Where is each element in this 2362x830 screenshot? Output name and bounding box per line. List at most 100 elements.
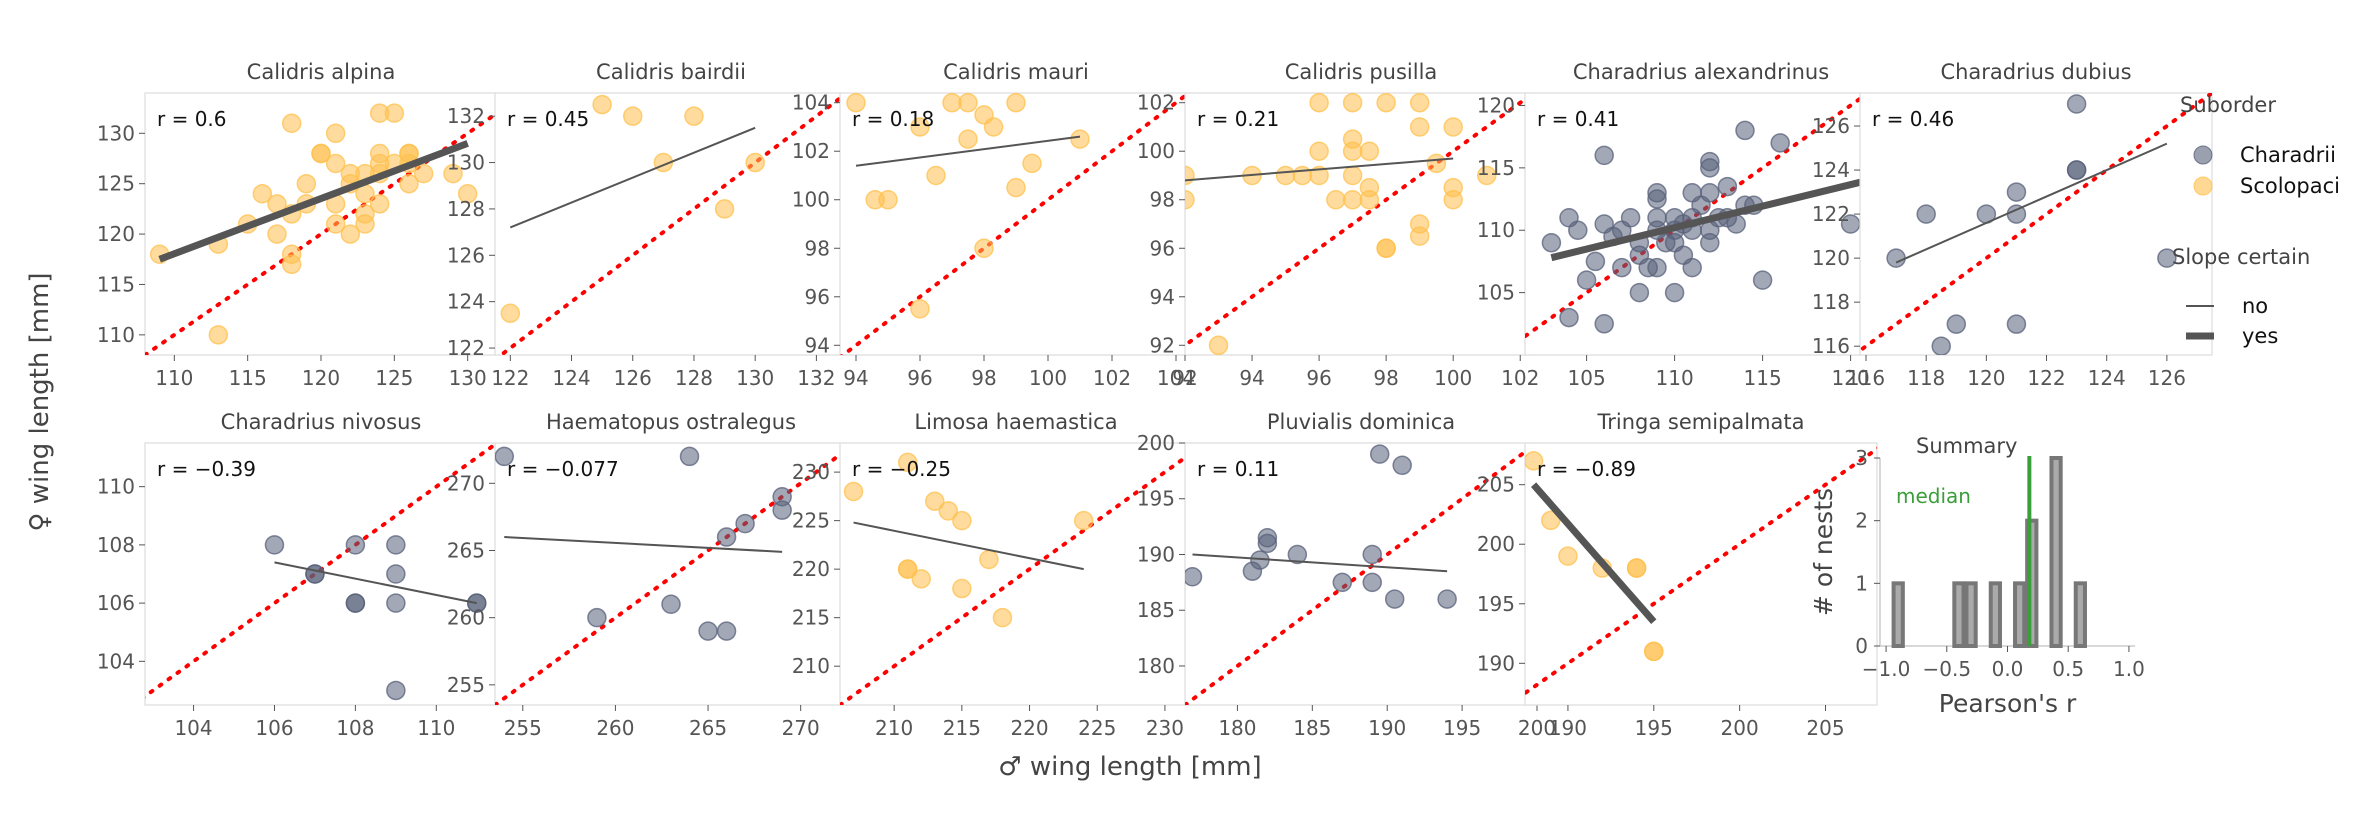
data-point [1946,314,1967,334]
data-point [1342,141,1363,161]
data-point [1409,93,1430,113]
panel-title: Pluvialis dominica [1267,410,1455,434]
x-tick-label: 215 [943,716,981,740]
panel-title: Charadrius dubius [1940,60,2131,84]
data-point [714,199,735,219]
data-point [355,214,375,234]
panel-calidris-bairdii: Calidris bairdii 122 124 126 128 130 132 122 124… [447,60,848,390]
y-tick-label: 124 [447,290,485,314]
y-tick-label: 190 [1477,651,1515,675]
y-tick-label: 260 [447,606,485,630]
x-tick-label: 125 [375,366,413,390]
data-point [264,535,285,555]
r-annotation: r = 0.41 [1537,107,1619,131]
y-tick-label: 0 [1855,634,1868,658]
data-point [878,189,898,210]
regression-line [274,561,477,605]
data-point [296,173,317,194]
panel-tringa-semipalmata: Tringa semipalmata 190 195 200 205 190 195 200 2… [1477,410,1878,740]
data-point [311,143,331,164]
x-tick-label: 104 [1157,366,1195,390]
data-point [1362,572,1382,593]
data-point [1362,544,1382,565]
identity-line [495,447,847,705]
identity-line [840,93,1192,355]
data-point [958,129,978,149]
data-point [952,578,972,599]
x-tick-label: 100 [1434,366,1472,390]
x-tick-label: 132 [797,366,835,390]
data-point [661,594,681,614]
r-annotation: r = 0.45 [507,107,589,131]
y-tick-label: 104 [97,649,135,673]
y-tick-label: 98 [805,236,830,260]
data-point [1647,189,1667,209]
legend-title-suborder: Suborder [2180,93,2276,117]
x-axis-label: ♂ wing length [mm] [998,752,1261,782]
x-tick-label: 190 [1368,716,1406,740]
x-tick-label: −1.0 [1862,657,1911,681]
y-tick-label: 190 [1137,542,1175,566]
data-point [2066,94,2087,114]
identity-line [840,450,1192,705]
x-tick-label: 0.0 [1992,657,2024,681]
x-tick-label: 180 [1218,716,1256,740]
y-tick-label: 200 [1477,532,1515,556]
data-point [457,184,478,204]
data-point [1735,120,1755,141]
r-annotation: r = −0.25 [852,457,951,481]
y-tick-label: 185 [1137,598,1175,622]
x-tick-label: 118 [1907,366,1945,390]
y-tick-label: 108 [97,533,135,557]
x-tick-label: 210 [875,716,913,740]
data-point [2006,314,2027,334]
y-tick-label: 130 [447,151,485,175]
x-tick-label: 96 [1306,366,1331,390]
data-point [345,535,366,555]
y-tick-label: 230 [792,460,830,484]
data-point [1576,270,1597,290]
data-point [1309,141,1329,161]
data-point [1700,158,1720,178]
data-point [1620,208,1641,228]
data-point [698,621,718,641]
x-tick-label: 104 [174,716,212,740]
data-point [1426,153,1447,174]
y-tick-label: 270 [447,471,485,495]
regression-line [1530,482,1657,624]
x-tick-label: 1.0 [2113,657,2145,681]
y-tick-label: 102 [1137,91,1175,115]
panel-title: Charadrius alexandrinus [1573,60,1829,84]
data-point [1287,544,1308,565]
data-point [911,569,931,589]
plot-area [1525,93,1872,339]
y-tick-label: 195 [1137,487,1175,511]
y-tick-label: 130 [97,121,135,145]
identity-line [145,443,497,699]
histogram-bar [2073,581,2087,648]
y-tick-label: 265 [447,538,485,562]
y-axis-label: ♀ wing length [mm] [25,272,55,531]
data-point [325,214,346,234]
y-tick-label: 1 [1855,571,1868,595]
histogram-bar [2013,581,2027,648]
y-tick-label: 92 [1150,333,1175,357]
identity-line [497,93,847,355]
data-point [1022,153,1042,174]
data-point [679,446,700,467]
r-annotation: r = 0.46 [1872,107,1954,131]
y-tick-label: 94 [1150,285,1175,309]
data-point [1409,117,1430,137]
data-point [1568,220,1588,240]
data-point [369,194,390,214]
data-point [1541,510,1561,531]
median-label: median [1896,484,1971,508]
y-tick-label: 96 [1150,236,1175,260]
panel-pluvialis-dominica: Pluvialis dominica 180 185 190 195 200 180 185 1… [1137,410,1556,740]
panel-charadrius-nivosus: Charadrius nivosus 104 106 108 110 104 106 108 1… [97,410,498,740]
x-tick-label: 255 [504,716,542,740]
y-tick-label: 122 [447,336,485,360]
y-tick-label: 195 [1477,592,1515,616]
